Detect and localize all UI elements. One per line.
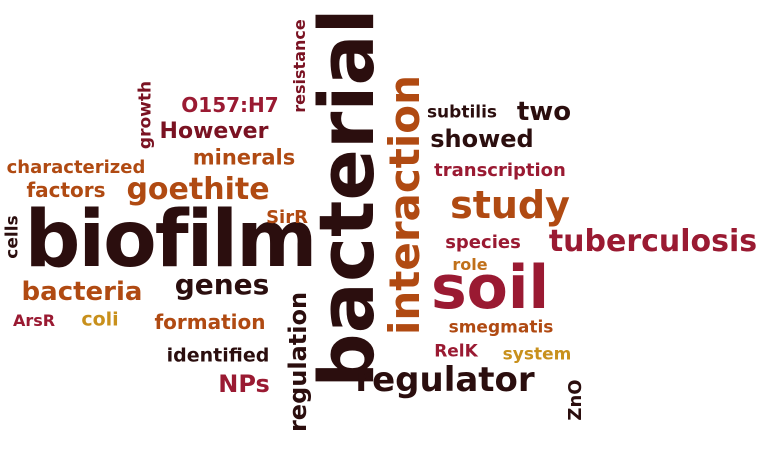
- word-showed: showed: [430, 125, 534, 153]
- word-formation: formation: [154, 310, 266, 334]
- word-study: study: [450, 183, 570, 227]
- word-regulator: regulator: [355, 360, 535, 400]
- word-ArsR: ArsR: [12, 311, 56, 330]
- word-genes: genes: [174, 268, 270, 301]
- word-factors: factors: [26, 178, 106, 202]
- word-system: system: [502, 344, 572, 365]
- word-goethite: goethite: [126, 172, 270, 207]
- word-regulation: regulation: [284, 291, 312, 433]
- word-interaction: interaction: [380, 74, 429, 336]
- word-resistance: resistance: [290, 19, 309, 113]
- word-two: two: [516, 97, 572, 127]
- word-SirR: SirR: [266, 207, 308, 228]
- word-bacterial: bacterial: [302, 8, 391, 388]
- word-bacteria: bacteria: [21, 277, 143, 307]
- word-smegmatis: smegmatis: [448, 317, 554, 338]
- word-coli: coli: [81, 308, 119, 331]
- word-tuberculosis: tuberculosis: [548, 224, 758, 259]
- word-transcription: transcription: [434, 160, 566, 181]
- word-However: However: [159, 119, 269, 144]
- word-soil: soil: [430, 253, 550, 323]
- word-role: role: [452, 255, 488, 274]
- word-O157H7: O157:H7: [181, 93, 279, 117]
- word-characterized: characterized: [6, 157, 146, 178]
- word-ZnO: ZnO: [565, 379, 586, 421]
- word-growth: growth: [135, 80, 156, 150]
- word-subtilis: subtilis: [426, 102, 498, 123]
- word-NPs: NPs: [218, 370, 270, 398]
- word-species: species: [445, 232, 521, 253]
- word-RelK: RelK: [434, 341, 478, 362]
- word-minerals: minerals: [192, 145, 296, 170]
- word-identified: identified: [166, 344, 270, 367]
- word-biofilm: biofilm: [24, 195, 318, 285]
- word-cells: cells: [2, 215, 23, 259]
